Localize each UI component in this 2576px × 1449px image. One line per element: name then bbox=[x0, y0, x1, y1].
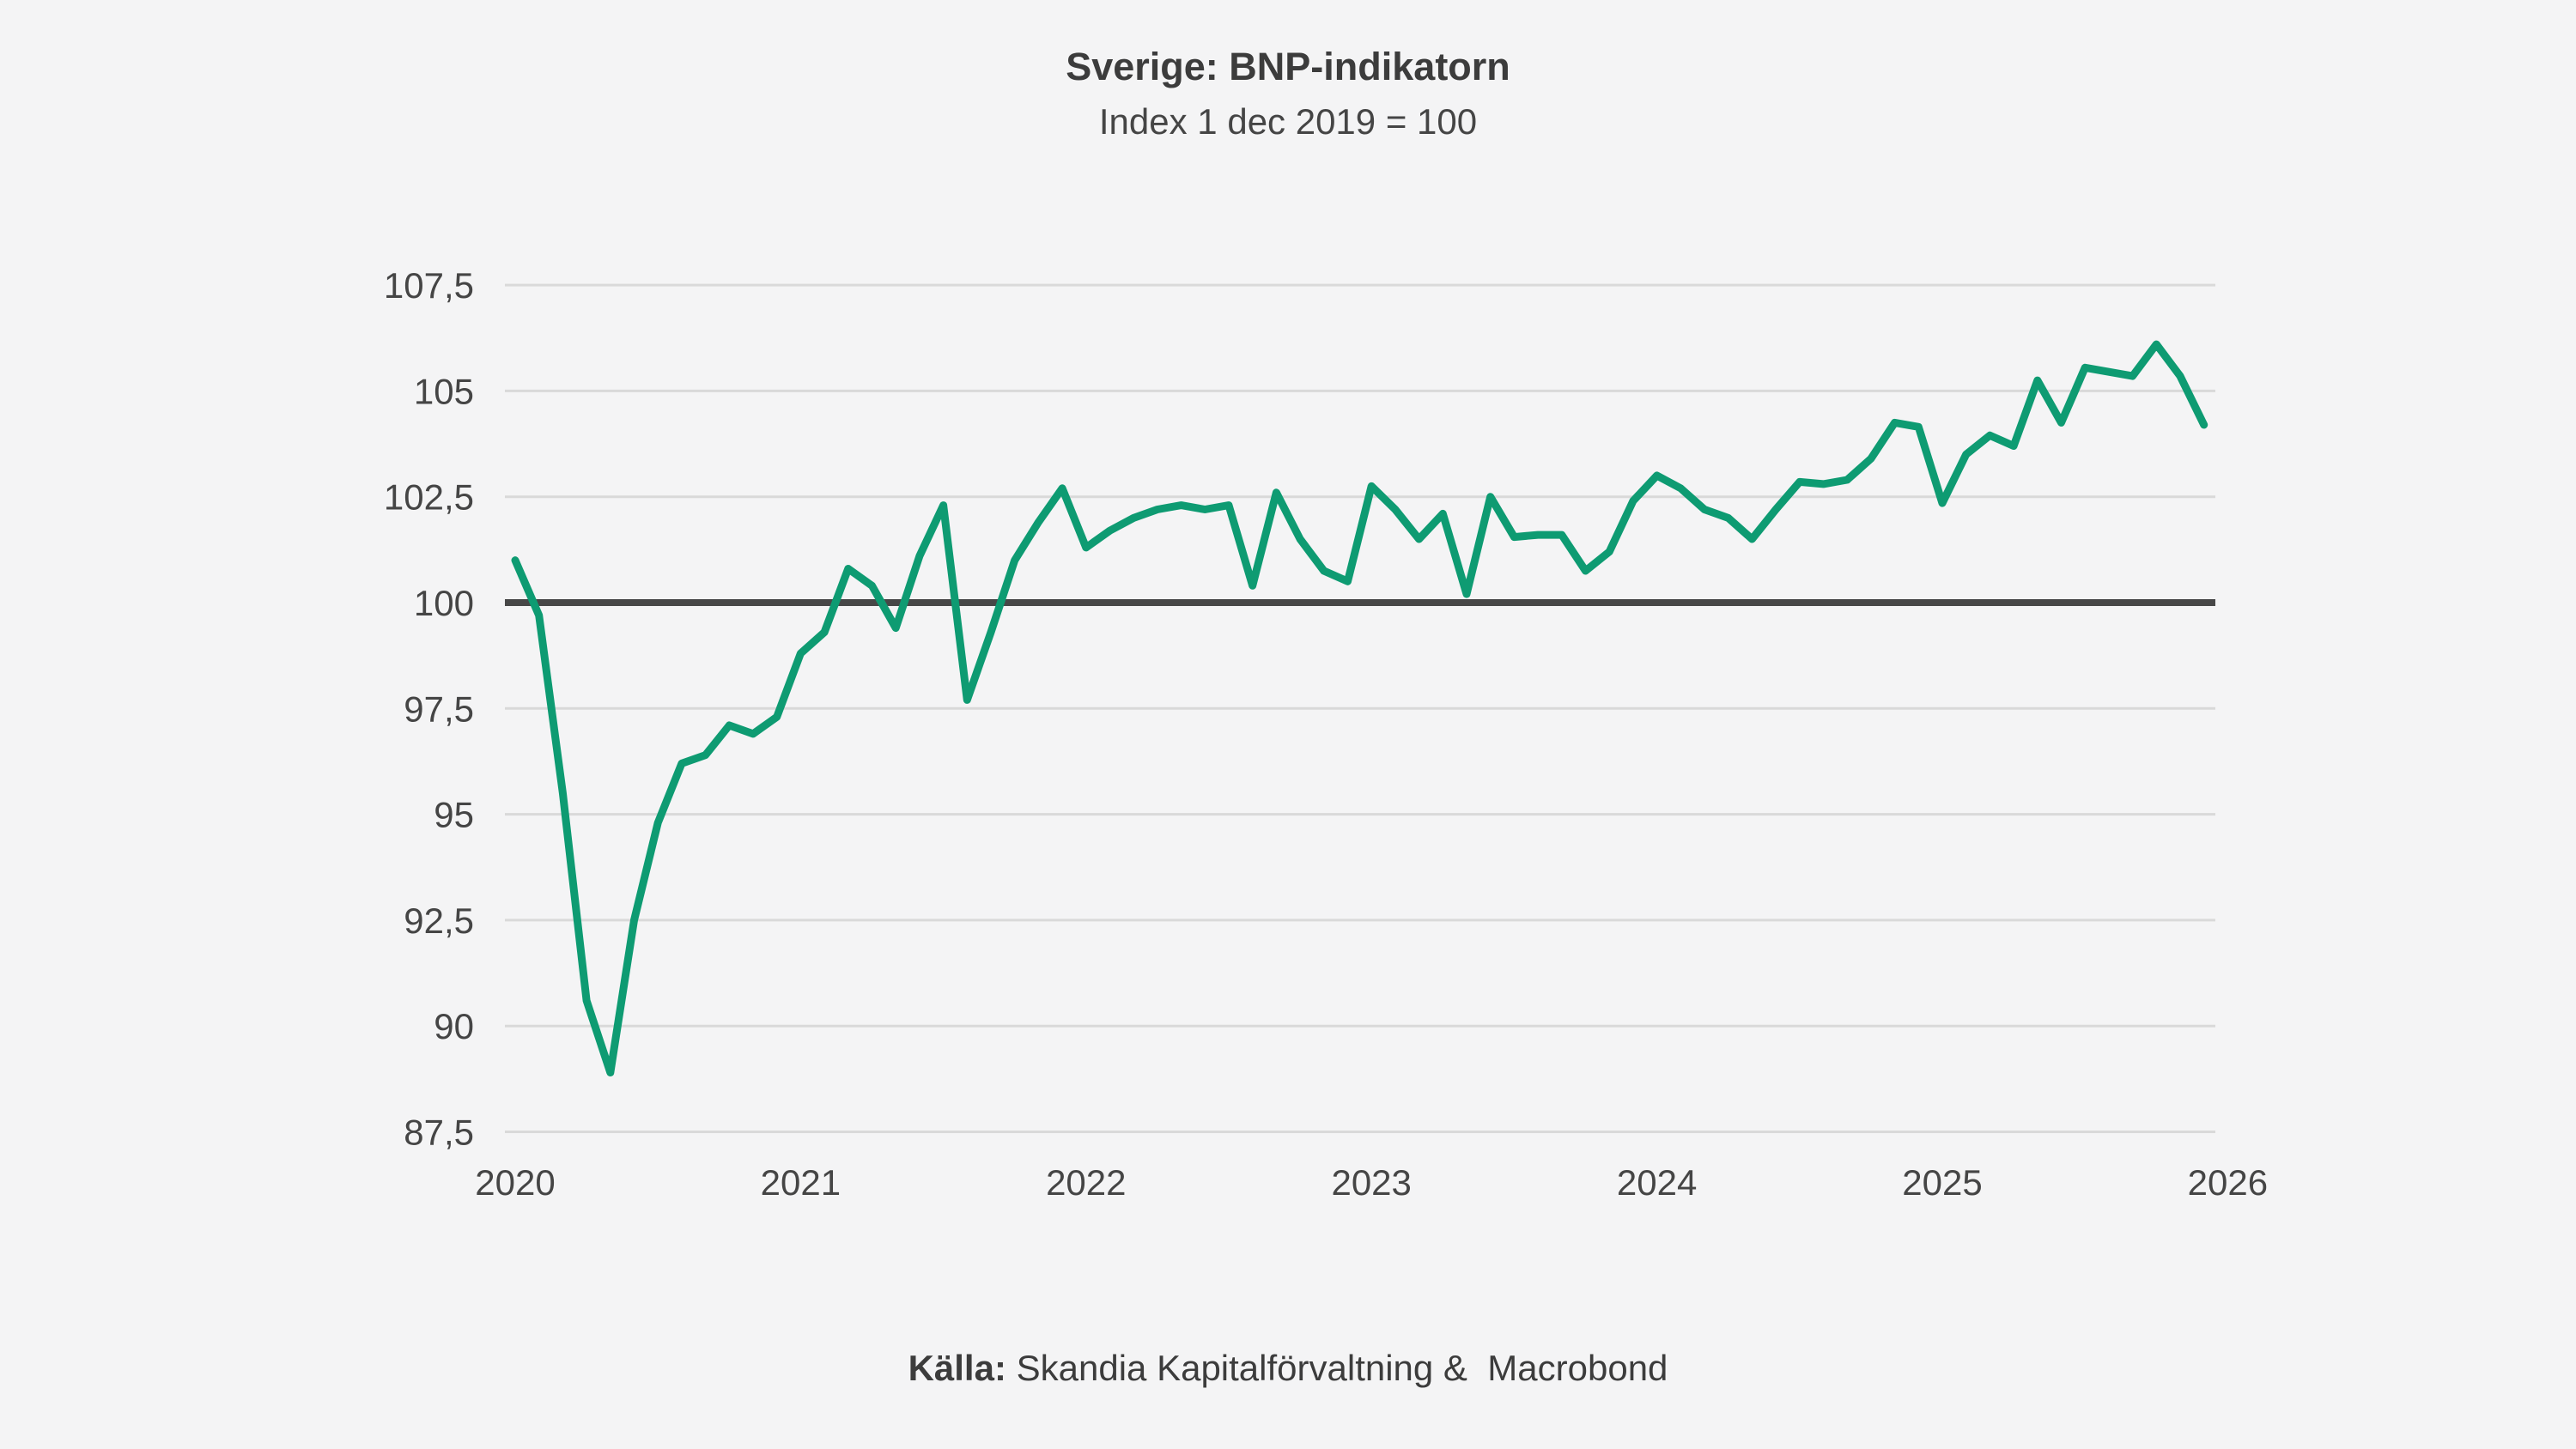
x-tick-label: 2020 bbox=[475, 1162, 555, 1203]
y-tick-label: 100 bbox=[414, 583, 474, 623]
x-tick-label: 2022 bbox=[1046, 1162, 1126, 1203]
source-label: Källa: bbox=[908, 1348, 1006, 1388]
source-line: Källa: Skandia Kapitalförvaltning & Macr… bbox=[0, 1348, 2576, 1389]
y-tick-label: 90 bbox=[434, 1006, 474, 1046]
y-tick-label: 107,5 bbox=[384, 265, 474, 306]
y-tick-label: 92,5 bbox=[404, 900, 474, 941]
y-tick-label: 102,5 bbox=[384, 477, 474, 518]
x-tick-label: 2025 bbox=[1902, 1162, 1982, 1203]
bnp-indicator-line bbox=[511, 340, 2208, 1076]
x-tick-label: 2026 bbox=[2188, 1162, 2268, 1203]
chart-subtitle: Index 1 dec 2019 = 100 bbox=[1098, 101, 1478, 142]
y-tick-label: 95 bbox=[434, 795, 474, 835]
x-tick-label: 2024 bbox=[1617, 1162, 1697, 1203]
x-tick-label: 2023 bbox=[1331, 1162, 1411, 1203]
chart-title: Sverige: BNP-indikatorn bbox=[1066, 45, 1510, 88]
source-text: Skandia Kapitalförvaltning & Macrobond bbox=[1005, 1348, 1668, 1388]
x-tick-label: 2021 bbox=[761, 1162, 841, 1203]
y-tick-label: 87,5 bbox=[404, 1113, 474, 1153]
y-tick-label: 105 bbox=[414, 371, 474, 411]
y-tick-label: 97,5 bbox=[404, 688, 474, 729]
